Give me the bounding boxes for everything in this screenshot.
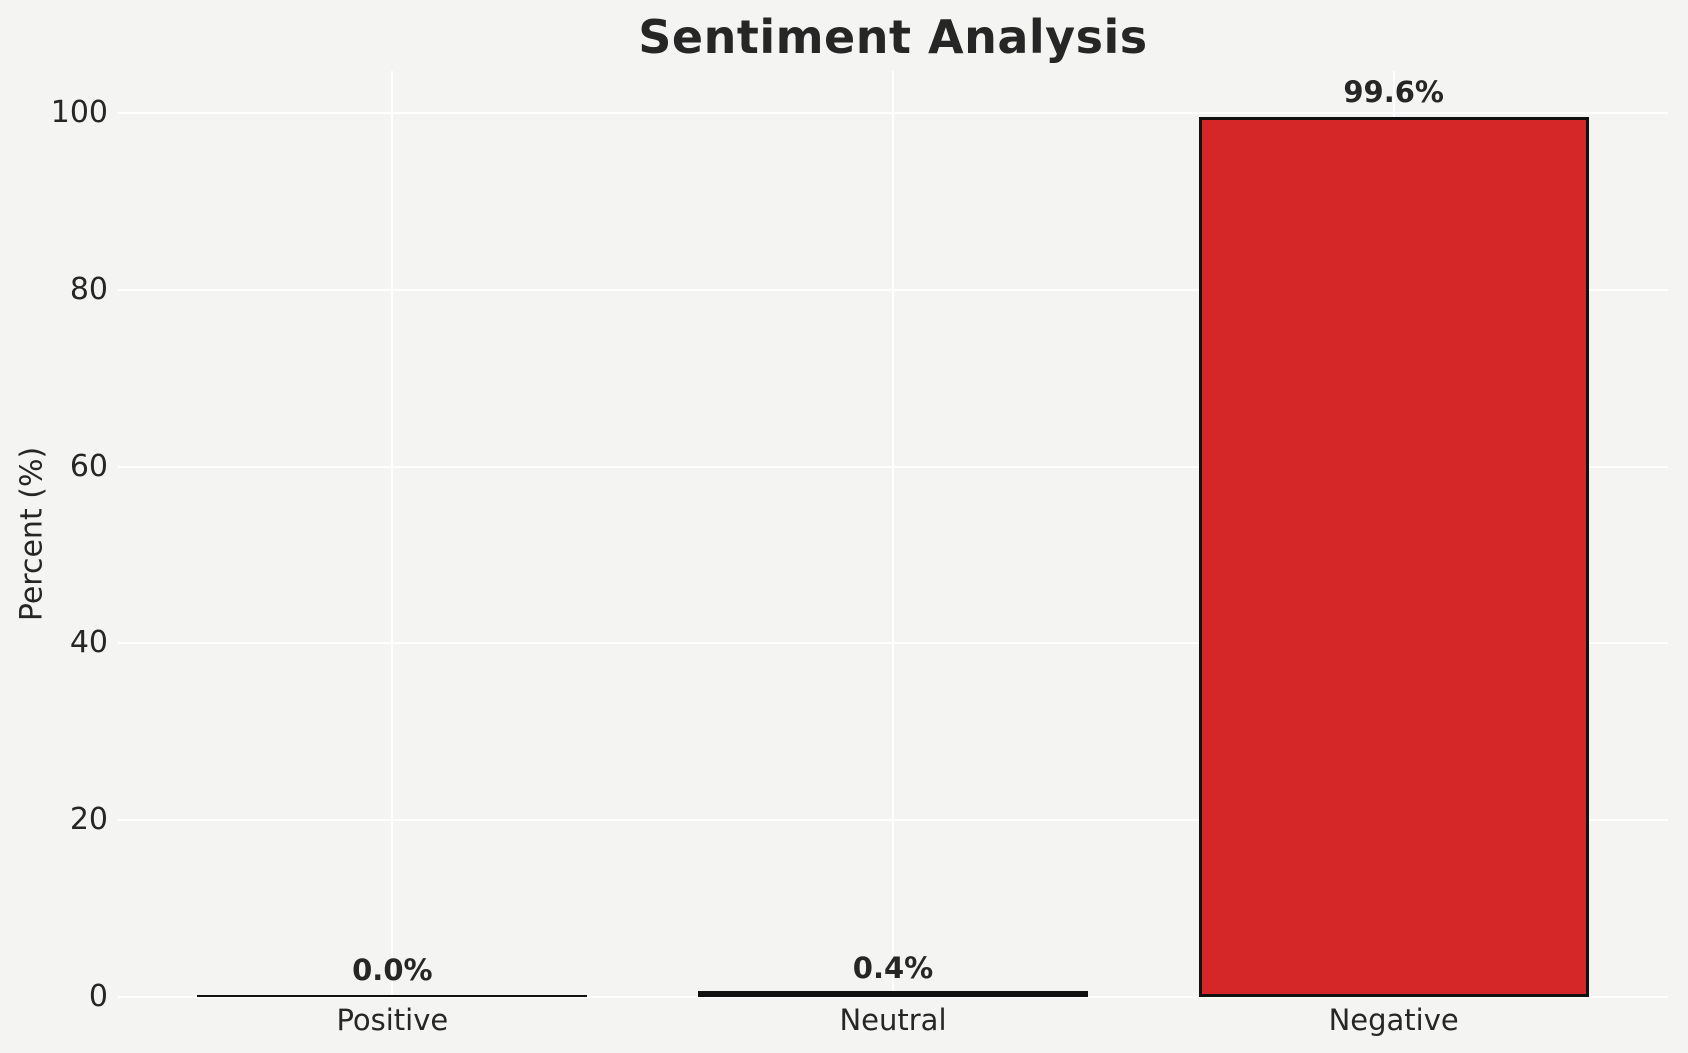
bar-value-label: 0.4% — [852, 951, 934, 986]
y-tick-label: 60 — [69, 448, 108, 484]
y-tick-label: 0 — [88, 979, 108, 1014]
bar-neutral — [698, 991, 1088, 997]
bar-positive — [197, 995, 588, 997]
gridline-vertical — [391, 71, 394, 997]
bar-negative — [1198, 116, 1589, 997]
chart-title: Sentiment Analysis — [638, 10, 1148, 64]
x-tick-label: Positive — [336, 1003, 449, 1037]
x-tick-label: Neutral — [839, 1003, 947, 1037]
bar-value-label: 99.6% — [1343, 74, 1444, 109]
y-tick-label: 80 — [69, 271, 108, 307]
plot-area: 0.0% 0.4% 99.6% — [118, 71, 1668, 998]
gridline-horizontal — [118, 996, 1668, 998]
y-tick-label: 100 — [50, 95, 108, 130]
y-tick-label: 20 — [69, 802, 108, 838]
y-tick-label: 40 — [69, 625, 108, 661]
bar-value-label: 0.0% — [352, 953, 433, 987]
gridline-vertical — [892, 71, 894, 997]
x-tick-label: Negative — [1328, 1003, 1459, 1037]
